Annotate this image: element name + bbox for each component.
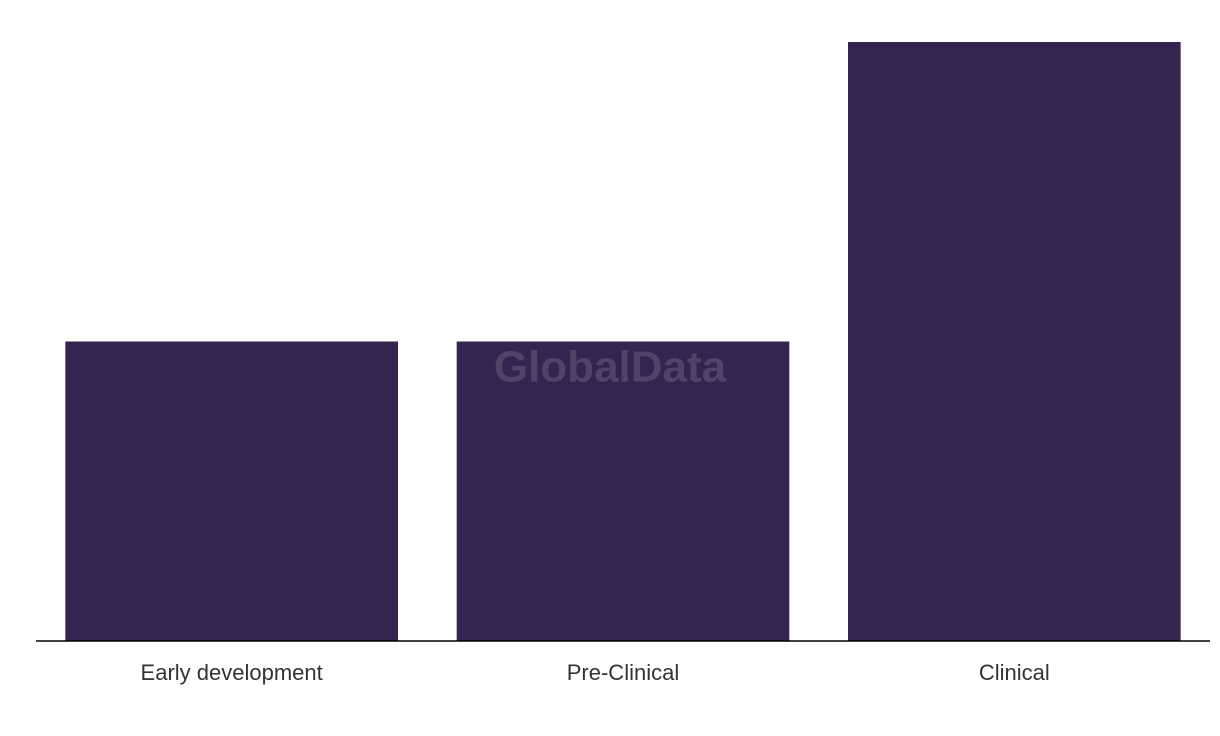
bar	[65, 341, 398, 641]
watermark: GlobalData	[494, 343, 727, 392]
x-tick-label: Clinical	[979, 660, 1050, 685]
x-tick-label: Early development	[141, 660, 323, 685]
x-tick-label: Pre-Clinical	[567, 660, 679, 685]
bar	[456, 341, 790, 641]
bar	[848, 42, 1181, 641]
